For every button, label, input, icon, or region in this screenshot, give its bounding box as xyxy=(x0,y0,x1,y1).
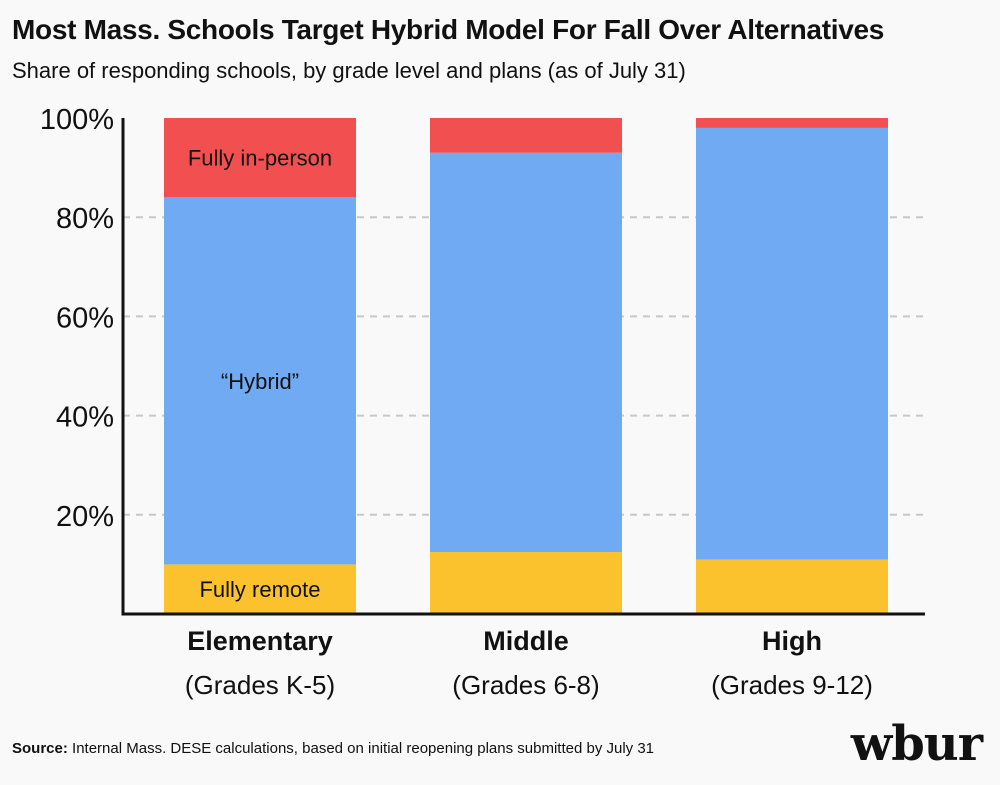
segment-label-hybrid: “Hybrid” xyxy=(221,369,299,394)
source-note: Source: Internal Mass. DESE calculations… xyxy=(12,740,654,757)
y-tick-label: 80% xyxy=(56,203,114,235)
wbur-logo: wbur xyxy=(850,716,983,772)
bar-fully-in-person-1 xyxy=(430,118,622,153)
bar-hybrid-1 xyxy=(430,152,622,552)
y-tick-label: 20% xyxy=(56,501,114,533)
y-tick-label: 40% xyxy=(56,402,114,434)
category-label: High xyxy=(762,626,822,656)
source-label: Source: xyxy=(12,740,68,757)
bar-fully-remote-1 xyxy=(430,552,622,614)
category-label: Elementary xyxy=(187,626,333,656)
segment-label-fully-remote: Fully remote xyxy=(199,577,320,602)
source-text: Internal Mass. DESE calculations, based … xyxy=(72,740,655,757)
category-sublabel: (Grades 9-12) xyxy=(711,670,873,700)
category-sublabel: (Grades K-5) xyxy=(185,670,335,700)
bar-hybrid-0 xyxy=(164,197,356,565)
category-label: Middle xyxy=(483,626,569,656)
bar-hybrid-2 xyxy=(696,127,888,560)
bar-fully-remote-2 xyxy=(696,559,888,614)
chart-title: Most Mass. Schools Target Hybrid Model F… xyxy=(12,14,885,45)
bar-fully-remote-0 xyxy=(164,564,356,614)
category-sublabel: (Grades 6-8) xyxy=(452,670,599,700)
segment-label-fully-in-person: Fully in-person xyxy=(188,146,332,171)
y-tick-label: 60% xyxy=(56,302,114,334)
chart-subtitle: Share of responding schools, by grade le… xyxy=(12,58,686,83)
bar-fully-in-person-2 xyxy=(696,118,888,128)
bar-fully-in-person-0 xyxy=(164,118,356,198)
y-tick-label: 100% xyxy=(40,104,114,136)
